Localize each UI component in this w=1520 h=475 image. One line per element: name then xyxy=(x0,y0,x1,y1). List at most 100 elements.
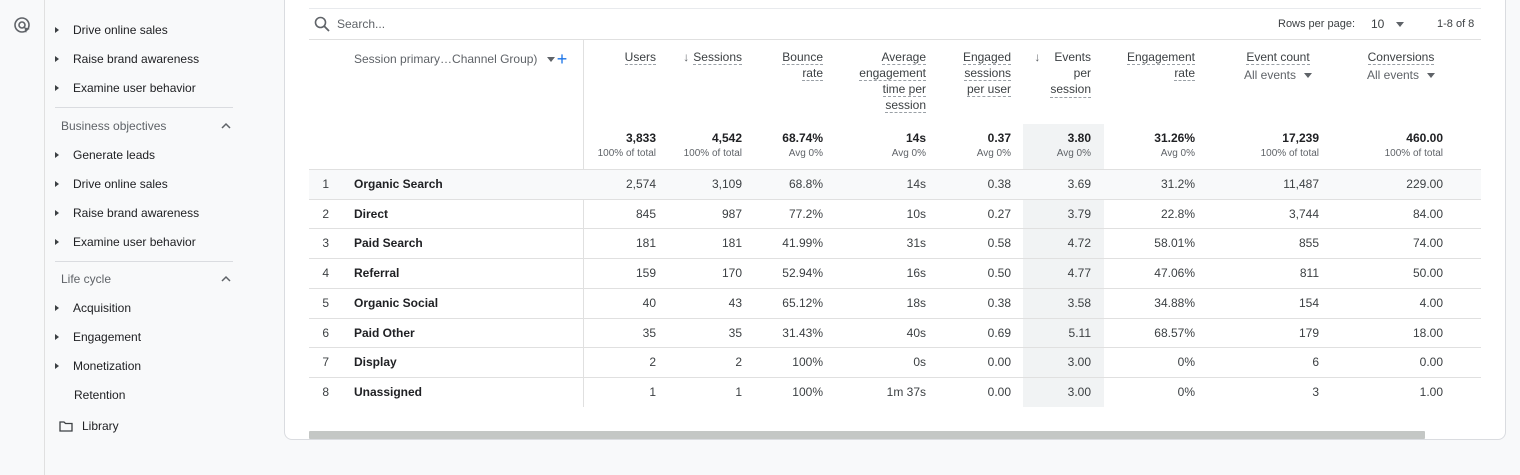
table-row[interactable]: 7 Display 2 2 100% 0s 0.00 3.00 0% 6 0.00 xyxy=(309,347,1481,377)
sidebar-item-examine-user-behavior[interactable]: Examine user behavior xyxy=(55,77,196,99)
table-cell: 31.2% xyxy=(1160,177,1195,191)
table-cell: 4.00 xyxy=(1419,295,1443,310)
table-row[interactable]: 2 Direct 845 987 77.2% 10s 0.27 3.79 22.8% 3,744 8… xyxy=(309,198,1481,229)
table-cell: 0.00 xyxy=(987,384,1011,399)
table-cell: 65.12% xyxy=(782,295,823,310)
table-cell: 181 xyxy=(721,236,742,251)
table-cell: 0.27 xyxy=(987,206,1011,221)
table-cell: 179 xyxy=(1298,325,1319,340)
column-header-sessions[interactable]: ↓ Sessions xyxy=(683,50,742,65)
table-cell: 4.77 xyxy=(1067,266,1091,281)
table-cell: 0.69 xyxy=(987,325,1011,340)
caret-right-icon xyxy=(55,56,59,62)
table-cell: 6 xyxy=(1312,355,1319,370)
row-index: 3 xyxy=(322,236,329,251)
pagination-text: 1-8 of 8 xyxy=(1437,18,1475,30)
table-cell: 52.94% xyxy=(782,266,823,281)
sidebar-item-raise-brand-awareness[interactable]: Raise brand awareness xyxy=(55,48,199,70)
table-cell: 14s xyxy=(906,177,926,191)
table-cell: 845 xyxy=(635,206,656,221)
row-channel-name[interactable]: Direct xyxy=(354,206,389,221)
dropdown-arrow-icon xyxy=(1427,72,1436,78)
sidebar-item-retention[interactable]: Retention xyxy=(74,388,126,402)
dropdown-arrow-icon xyxy=(1304,72,1313,78)
table-row[interactable]: 4 Referral 159 170 52.94% 16s 0.50 4.77 47.06% 81… xyxy=(309,258,1481,288)
conversion-filter-dropdown[interactable]: All events xyxy=(1352,67,1450,83)
row-channel-name[interactable]: Referral xyxy=(354,266,400,281)
column-header-events-per-session[interactable]: ↓ Events per session xyxy=(1034,50,1091,98)
total-sessions: 4,542 100% of total xyxy=(683,131,742,159)
event-filter-dropdown[interactable]: All events xyxy=(1230,67,1326,83)
sidebar-item-library[interactable]: Library xyxy=(59,415,119,437)
report-sidebar: Drive online sales Raise brand awareness… xyxy=(45,0,285,475)
row-channel-name[interactable]: Paid Search xyxy=(354,236,423,251)
table-cell: 31.43% xyxy=(782,325,823,340)
section-business-objectives[interactable]: Business objectives xyxy=(61,115,233,137)
total-events-per-session: 3.80 Avg 0% xyxy=(1056,131,1091,159)
sidebar-item-engagement[interactable]: Engagement xyxy=(55,326,141,348)
table-cell: 40 xyxy=(642,295,656,310)
chevron-up-icon xyxy=(221,275,231,282)
row-channel-name[interactable]: Organic Social xyxy=(354,295,439,310)
rows-per-page-select[interactable]: 10 xyxy=(1371,13,1411,35)
table-cell: 34.88% xyxy=(1154,295,1195,310)
caret-right-icon xyxy=(55,239,59,245)
table-cell: 855 xyxy=(1298,236,1319,251)
table-cell: 229.00 xyxy=(1406,177,1443,191)
row-index: 6 xyxy=(322,325,329,340)
table-cell: 0.38 xyxy=(987,295,1011,310)
table-cell: 2 xyxy=(649,355,656,370)
table-cell: 58.01% xyxy=(1154,236,1195,251)
search-input[interactable] xyxy=(337,14,637,34)
table-cell: 18s xyxy=(906,295,926,310)
sidebar-item-drive-online-sales-2[interactable]: Drive online sales xyxy=(55,173,168,195)
table-cell: 3.00 xyxy=(1067,355,1091,370)
column-header-avg-engagement-time[interactable]: Average engagement time per session xyxy=(859,50,926,113)
sidebar-item-examine-user-behavior-2[interactable]: Examine user behavior xyxy=(55,231,196,253)
column-header-engagement-rate[interactable]: Engagement rate xyxy=(1126,50,1195,81)
column-header-engaged-sessions-per-user[interactable]: Engaged sessions per user xyxy=(962,50,1011,97)
table-row[interactable]: 3 Paid Search 181 181 41.99% 31s 0.58 4.72 58.01… xyxy=(309,228,1481,258)
section-life-cycle[interactable]: Life cycle xyxy=(61,268,233,290)
add-dimension-button[interactable]: + xyxy=(556,49,568,69)
sidebar-item-raise-brand-awareness-2[interactable]: Raise brand awareness xyxy=(55,202,199,224)
table-cell: 987 xyxy=(721,206,742,221)
table-row[interactable]: 5 Organic Social 40 43 65.12% 18s 0.38 3.58 34.8… xyxy=(309,287,1481,318)
table-cell: 0.00 xyxy=(1419,355,1443,370)
row-channel-name[interactable]: Organic Search xyxy=(354,177,443,191)
table-cell: 68.57% xyxy=(1154,325,1195,340)
row-index: 4 xyxy=(322,266,329,281)
chevron-up-icon xyxy=(221,122,231,129)
table-row[interactable]: 8 Unassigned 1 1 100% 1m 37s 0.00 3.00 0% 3 1.00 xyxy=(309,376,1481,407)
dimension-selector[interactable]: Session primary…Channel Group) xyxy=(354,52,556,66)
row-channel-name[interactable]: Unassigned xyxy=(354,384,423,399)
table-cell: 47.06% xyxy=(1154,266,1195,281)
table-cell: 0.50 xyxy=(987,266,1011,281)
sidebar-item-acquisition[interactable]: Acquisition xyxy=(55,297,131,319)
table-row[interactable]: 6 Paid Other 35 35 31.43% 40s 0.69 5.11 68.57% 17… xyxy=(309,317,1481,348)
table-cell: 40s xyxy=(906,325,926,340)
rows-per-page-label: Rows per page: xyxy=(1278,18,1356,30)
table-cell: 3,109 xyxy=(711,177,742,191)
column-header-event-count[interactable]: Event count All events xyxy=(1230,49,1326,83)
column-header-conversions[interactable]: Conversions All events xyxy=(1352,49,1450,83)
column-header-bounce-rate[interactable]: Bounce rate xyxy=(782,50,823,81)
table-cell: 3.00 xyxy=(1067,384,1091,399)
dropdown-arrow-icon xyxy=(1396,21,1405,27)
row-index: 7 xyxy=(322,355,329,370)
insights-icon[interactable] xyxy=(13,16,33,36)
row-index: 8 xyxy=(322,384,329,399)
table-cell: 0.38 xyxy=(987,177,1011,191)
sidebar-item-drive-online-sales[interactable]: Drive online sales xyxy=(55,19,168,41)
horizontal-scrollbar[interactable] xyxy=(309,431,1425,439)
row-channel-name[interactable]: Paid Other xyxy=(354,325,415,340)
table-row[interactable]: 1 Organic Search 2,574 3,109 68.8% 14s 0.38 3.6… xyxy=(309,169,1481,199)
total-bounce-rate: 68.74% Avg 0% xyxy=(782,131,823,159)
column-header-users[interactable]: Users xyxy=(624,50,656,65)
dropdown-arrow-icon xyxy=(547,56,556,62)
row-channel-name[interactable]: Display xyxy=(354,355,397,370)
sidebar-item-generate-leads[interactable]: Generate leads xyxy=(55,144,155,166)
table-cell: 100% xyxy=(792,384,823,399)
sidebar-item-monetization[interactable]: Monetization xyxy=(55,355,141,377)
table-cell: 159 xyxy=(635,266,656,281)
